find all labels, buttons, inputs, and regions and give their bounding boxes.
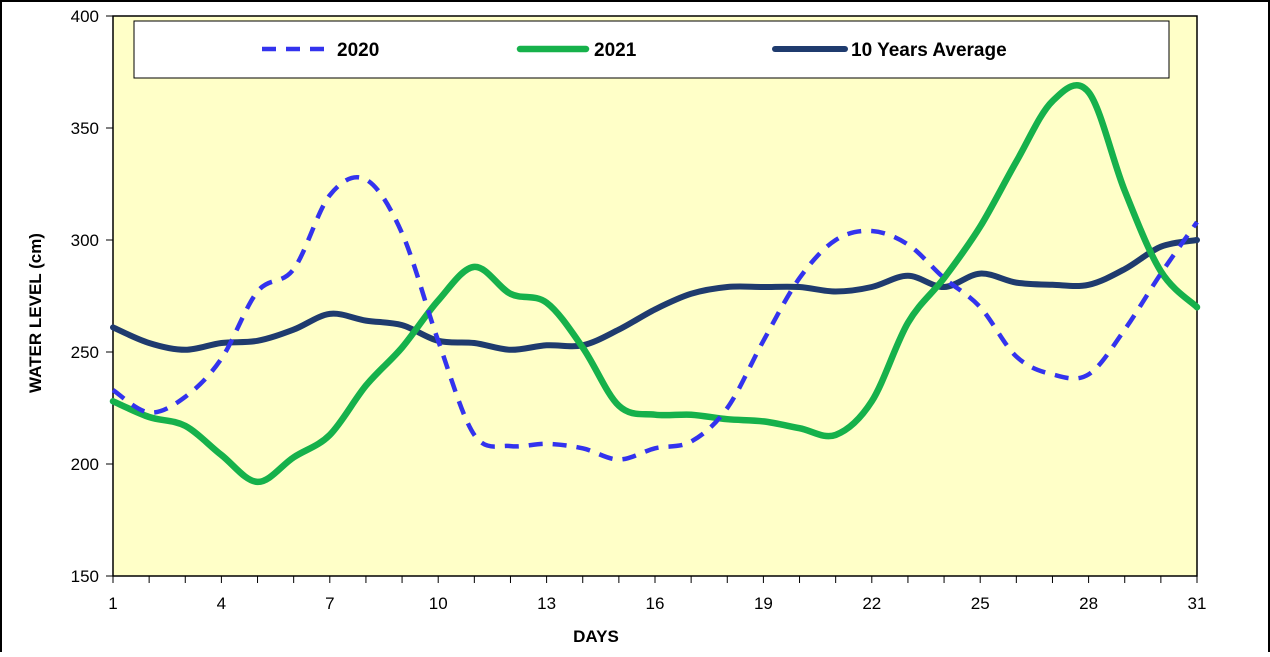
x-axis-title: DAYS: [573, 627, 619, 646]
y-tick-label: 150: [71, 567, 99, 586]
y-tick-label: 200: [71, 455, 99, 474]
legend-label: 2020: [337, 40, 379, 61]
series-line-10-years-average: [110, 237, 1200, 353]
y-tick-label: 250: [71, 343, 99, 362]
series-layer: [109, 82, 1201, 486]
legend-box: [133, 20, 1170, 79]
x-tick-label: 22: [862, 594, 881, 613]
x-tick-label: 25: [971, 594, 990, 613]
x-tick-label: 4: [217, 594, 226, 613]
x-tick-label: 1: [108, 594, 117, 613]
y-tick-label: 350: [71, 119, 99, 138]
x-tick-label: 7: [325, 594, 334, 613]
x-tick-label: 13: [537, 594, 556, 613]
series-line-2020: [111, 174, 1199, 462]
y-tick-label: 300: [71, 231, 99, 250]
axes-layer: 1 4 7 10 13 16 19 22 25 28 31 150 200 250 300 350 400: [71, 7, 1207, 613]
x-tick-label: 31: [1188, 594, 1207, 613]
legend-label: 10 Years Average: [851, 40, 1007, 61]
y-axis-title: WATER LEVEL (cm): [26, 233, 45, 393]
legend-label: 2021: [594, 40, 637, 61]
x-tick-label: 28: [1079, 594, 1098, 613]
x-tick-label: 19: [754, 594, 773, 613]
series-line-2021: [109, 82, 1201, 486]
y-tick-label: 400: [71, 7, 99, 26]
legend: 2020 2021 10 Years Average: [133, 20, 1170, 79]
x-tick-label: 16: [646, 594, 665, 613]
plot-area: [112, 15, 1198, 577]
x-tick-label: 10: [429, 594, 448, 613]
